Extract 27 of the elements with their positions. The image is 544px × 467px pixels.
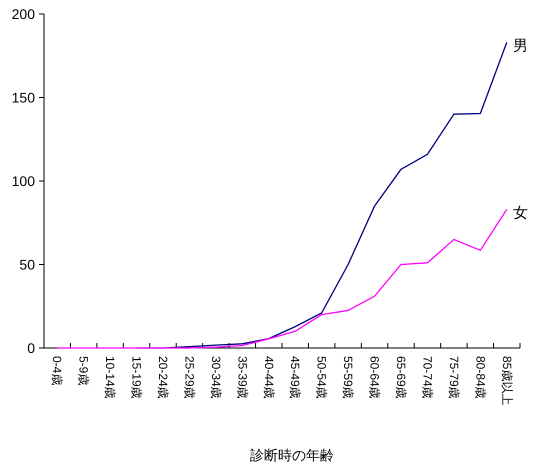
x-tick-label: 10-14歳 <box>103 356 118 399</box>
x-tick-label: 60-64歳 <box>368 356 382 399</box>
x-tick-label: 80-84歳 <box>473 356 488 399</box>
x-tick-label: 85歳以上 <box>500 356 514 406</box>
series-label: 女 <box>512 204 528 222</box>
x-tick-label: 5-9歳 <box>76 356 91 386</box>
y-tick-label: 200 <box>12 6 36 22</box>
x-tick-label: 0-4歳 <box>50 356 64 386</box>
x-tick-label: 15-19歳 <box>130 356 144 399</box>
x-tick-label: 40-44歳 <box>262 356 276 399</box>
y-tick-label: 100 <box>12 173 36 189</box>
line-series <box>56 208 508 349</box>
x-tick-label: 70-74歳 <box>420 356 434 399</box>
x-tick-label: 45-49歳 <box>288 356 302 399</box>
x-tick-label: 25-29歳 <box>182 356 196 399</box>
x-tick-label: 30-34歳 <box>208 356 223 399</box>
x-tick-label: 75-79歳 <box>446 356 461 399</box>
x-axis-title: 診断時の年齢 <box>250 447 334 463</box>
x-tick-label: 65-69歳 <box>394 356 408 399</box>
y-tick-label: 0 <box>27 340 36 356</box>
x-tick-label: 50-54歳 <box>314 356 329 399</box>
y-tick-label: 150 <box>12 90 36 106</box>
x-tick-label: 35-39歳 <box>235 356 250 399</box>
series-label: 男 <box>512 37 528 54</box>
y-tick-label: 50 <box>19 256 36 272</box>
x-tick-label: 55-59歳 <box>341 356 356 399</box>
x-tick-label: 20-24歳 <box>156 356 170 399</box>
